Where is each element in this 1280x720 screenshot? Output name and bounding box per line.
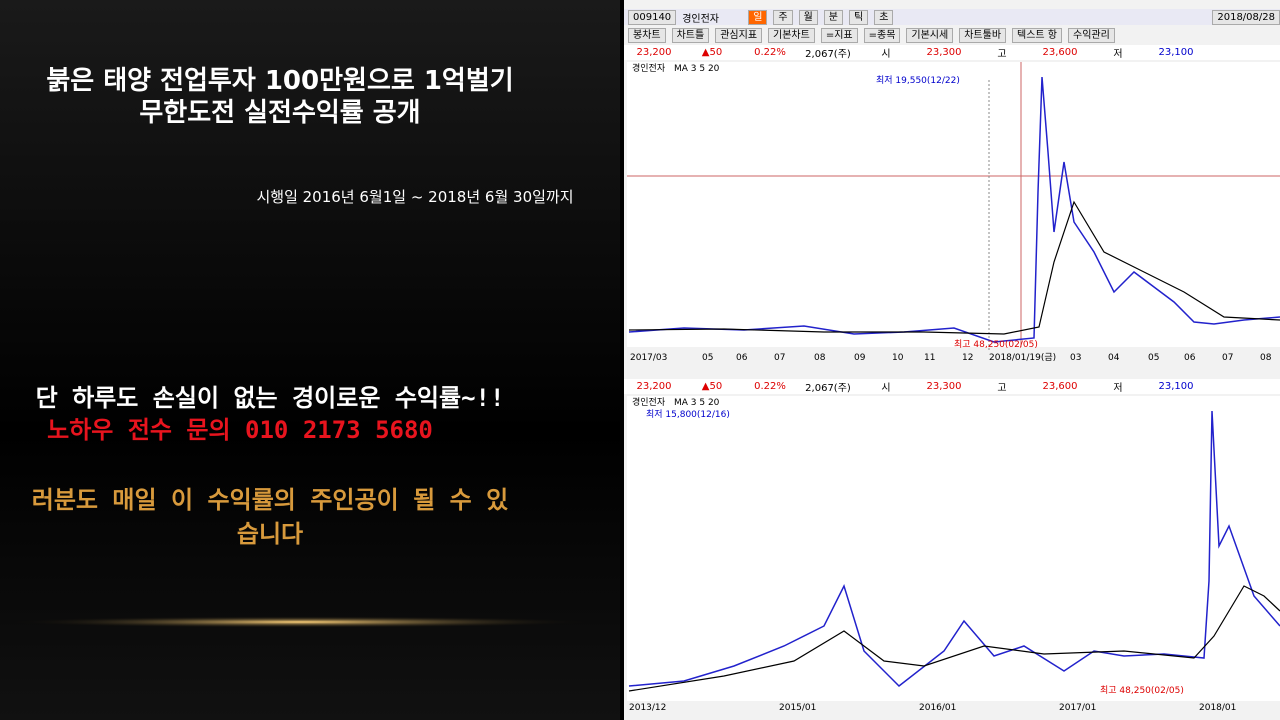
x-tick-label: 06 — [736, 353, 748, 363]
divider — [0, 616, 600, 628]
x-tick-label: 07 — [1222, 353, 1233, 363]
quote-price: 23,200 — [636, 47, 672, 58]
tool-button[interactable]: 기본시세 — [906, 27, 954, 43]
trading-app: 009140 경인전자 일 주 월 분 틱 초 2018/08/28 봉차트 차트… — [624, 0, 1280, 720]
period-button[interactable]: 분 — [823, 9, 843, 25]
quote-price: 23,200 — [636, 381, 672, 392]
quote-low-label: 저 — [1113, 49, 1123, 60]
x-tick-label: 2015/01 — [779, 703, 816, 713]
stock-name: 경인전자 — [682, 13, 719, 25]
promo: 러분도 매일 이 수익률의 주인공이 될 수 있 — [31, 486, 509, 514]
code-input[interactable]: 009140 — [628, 9, 677, 25]
tool-button[interactable]: 텍스트 항 — [1012, 27, 1063, 43]
tool-button[interactable]: 봉차트 — [628, 27, 666, 43]
x-tick-label: 2013/12 — [629, 703, 666, 713]
tool-button[interactable]: =종목 — [863, 27, 901, 43]
x-tick-label: 07 — [774, 353, 785, 363]
quote-change: ▲50 — [701, 381, 723, 392]
x-tick-label: 03 — [1070, 353, 1081, 363]
period-button[interactable]: 일 — [748, 9, 768, 25]
tool-button[interactable]: 차트툴바 — [959, 27, 1007, 43]
x-tick-label: 2016/01 — [919, 703, 956, 713]
plot-area — [627, 62, 1280, 347]
promo: 습니다 — [236, 520, 304, 548]
low-note: 최저 15,800(12/16) — [646, 409, 730, 420]
chart-name: 경인전자 — [632, 396, 666, 408]
tool-button[interactable]: 차트틀 — [671, 27, 710, 43]
quote-high-label: 고 — [997, 49, 1007, 60]
button-bar: 봉차트 차트틀 관심지표 기본차트 =지표 =종목 기본시세 차트툴바 텍스트 항 수익관리 — [624, 27, 1280, 43]
period-button[interactable]: 월 — [798, 9, 818, 25]
quote-open-label: 시 — [881, 383, 891, 394]
chart-name: 경인전자 — [632, 62, 666, 74]
period-button[interactable]: 초 — [874, 9, 894, 25]
low-note: 최저 19,550(12/22) — [876, 75, 960, 86]
quote-row: 23,200 ▲50 0.22% 2,067(주) 시 23,300 고 23,600 저 23,… — [624, 45, 1280, 60]
quote-low-label: 저 — [1113, 383, 1123, 394]
glow — [0, 616, 600, 628]
title: 무한도전 실전수익률 공개 — [139, 98, 421, 128]
title: 붉은 태양 전업투자 100만원으로 1억벌기 — [46, 66, 514, 96]
ma-line — [628, 200, 1280, 335]
tool-button[interactable]: =지표 — [820, 27, 858, 43]
x-tick-label: 08 — [1260, 353, 1272, 363]
high-note: 최고 48,250(02/05) — [954, 339, 1038, 350]
quote-open: 23,300 — [926, 381, 962, 392]
tool-button[interactable]: 관심지표 — [715, 27, 763, 43]
video-panel: 붉은 태양 전업투자 100만원으로 1억벌기 무한도전 실전수익률 공개 시행… — [0, 0, 620, 720]
quote-volume: 2,067(주) — [805, 383, 851, 394]
contact: 노하우 전수 문의 010 2173 5680 — [47, 416, 433, 444]
quote-rate: 0.22% — [754, 381, 786, 392]
ma-legend: MA 3 5 20 — [674, 64, 720, 74]
quote-low: 23,100 — [1158, 381, 1194, 392]
upper-chart: 경인전자 MA 3 5 20 최저 19,550(12/22) 최고 48,25… — [627, 62, 1280, 363]
x-tick-label: 05 — [1148, 353, 1159, 363]
period-button[interactable]: 틱 — [849, 9, 869, 25]
quote-open-label: 시 — [881, 49, 891, 60]
high-note: 최고 48,250(02/05) — [1100, 685, 1184, 696]
price-line — [628, 410, 1280, 687]
x-tick-label: 11 — [924, 353, 935, 363]
claim: 단 하루도 손실이 없는 경이로운 수익률~!! — [35, 384, 505, 412]
x-axis: 2017/03 05 06 07 08 09 10 11 12 2018/01/19(금) 03 04… — [630, 352, 1272, 363]
x-tick-label: 12 — [962, 353, 973, 363]
date-input[interactable]: 2018/08/28 — [1212, 9, 1280, 25]
x-tick-label: 09 — [854, 353, 866, 363]
quote-high-label: 고 — [997, 383, 1007, 394]
quote-high: 23,600 — [1042, 47, 1078, 58]
plot-area — [627, 396, 1280, 701]
price-line — [628, 76, 1280, 343]
x-tick-label: 2018/01/19(금) — [989, 352, 1056, 363]
lower-chart: 경인전자 MA 3 5 20 최저 15,800(12/16) 최고 48,25… — [627, 396, 1280, 713]
tool-button[interactable]: 수익관리 — [1068, 27, 1115, 43]
quote-volume: 2,067(주) — [805, 49, 851, 60]
quote-rate: 0.22% — [754, 47, 786, 58]
toolbar: 009140 경인전자 일 주 월 분 틱 초 2018/08/28 — [624, 9, 1280, 25]
x-tick-label: 10 — [892, 353, 904, 363]
tool-button[interactable]: 기본차트 — [768, 27, 815, 43]
ma-legend: MA 3 5 20 — [674, 398, 720, 408]
x-tick-label: 2017/01 — [1059, 703, 1096, 713]
quote-change: ▲50 — [701, 47, 723, 58]
x-tick-label: 08 — [814, 353, 826, 363]
quote-high: 23,600 — [1042, 381, 1078, 392]
ma-line — [628, 585, 1280, 692]
x-tick-label: 04 — [1108, 353, 1120, 363]
quote-row: 23,200 ▲50 0.22% 2,067(주) 시 23,300 고 23,600 저 23,… — [624, 379, 1280, 394]
x-tick-label: 05 — [702, 353, 713, 363]
period: 시행일 2016년 6월1일 ~ 2018년 6월 30일까지 — [256, 188, 574, 206]
quote-low: 23,100 — [1158, 47, 1194, 58]
x-tick-label: 2018/01 — [1199, 703, 1236, 713]
period-button[interactable]: 주 — [773, 9, 793, 25]
quote-open: 23,300 — [926, 47, 962, 58]
x-axis: 2013/12 2015/01 2016/01 2017/01 2018/01 — [629, 703, 1236, 713]
x-tick-label: 06 — [1184, 353, 1196, 363]
x-tick-label: 2017/03 — [630, 353, 667, 363]
